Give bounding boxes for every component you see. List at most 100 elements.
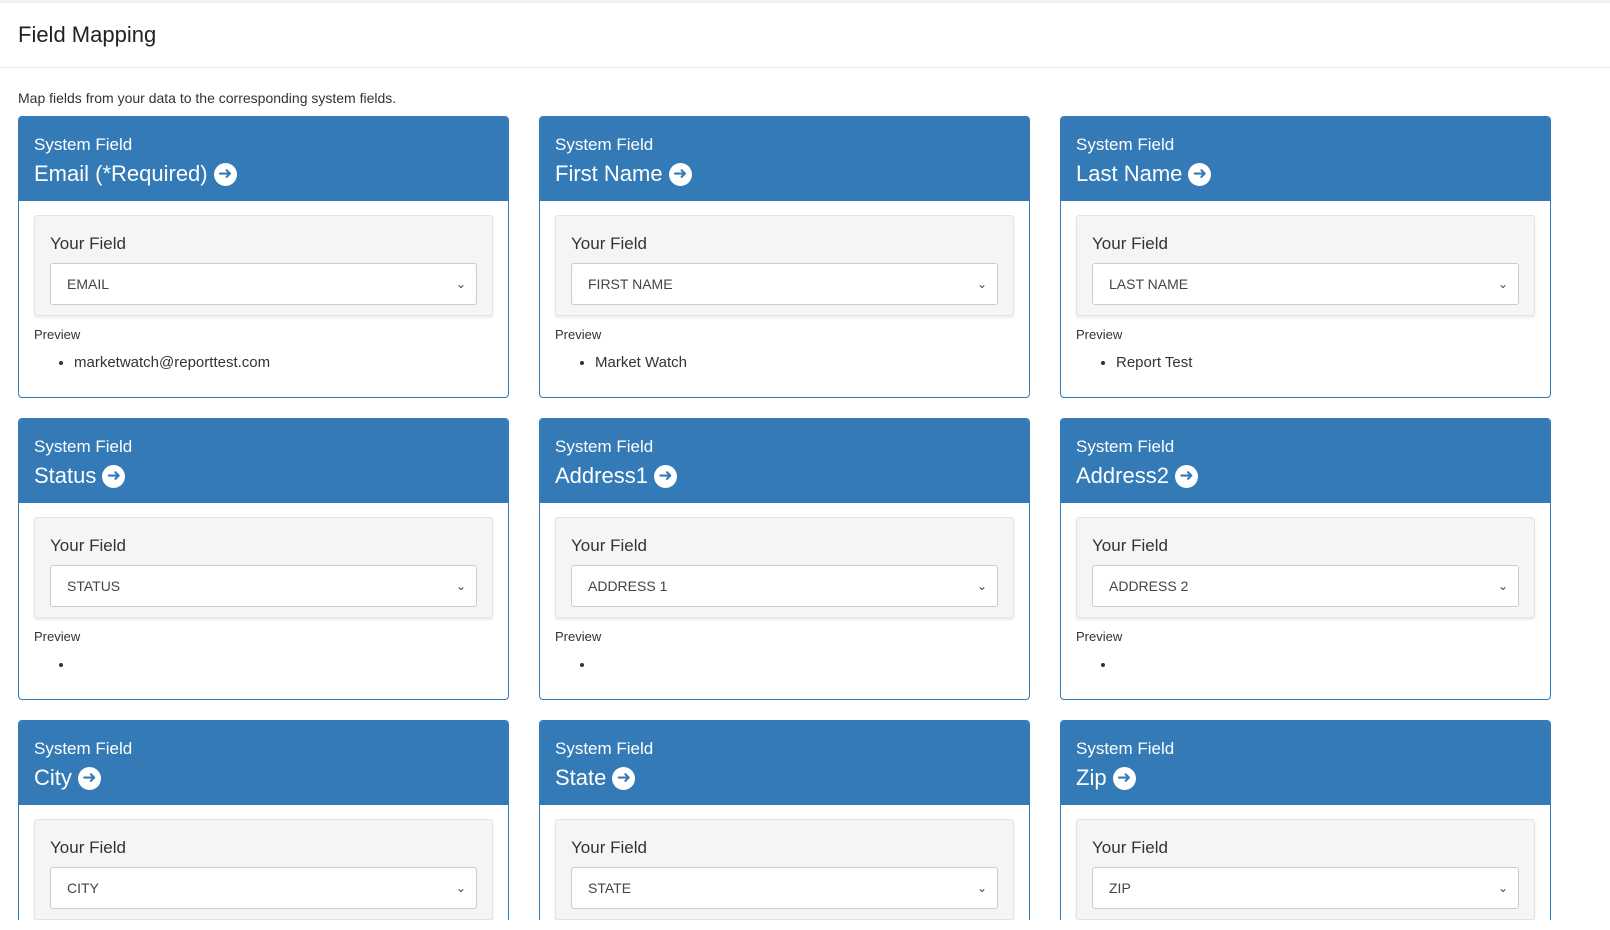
your-field-select[interactable]: CITY ⌄: [50, 867, 477, 909]
system-field-label: System Field: [1076, 739, 1175, 758]
system-field-value: Email (*Required): [34, 161, 208, 186]
top-border: [0, 0, 1610, 3]
mapping-card: System Field Zip ➜ Your Field ZIP ⌄: [1060, 720, 1551, 920]
mapping-card: System Field Last Name ➜ Your Field LAST…: [1060, 116, 1551, 398]
preview-item: ​: [74, 656, 508, 673]
preview-list: ​: [74, 656, 508, 673]
chevron-down-icon: ⌄: [455, 881, 466, 895]
your-field-label: Your Field: [50, 234, 126, 253]
card-header: System Field Zip ➜: [1061, 721, 1550, 805]
circle-arrow-right-icon: ➜: [102, 464, 126, 488]
system-field-label: System Field: [34, 739, 133, 758]
mapping-card: System Field Status ➜ Your Field STATUS …: [18, 418, 509, 700]
your-field-select[interactable]: STATE ⌄: [571, 867, 998, 909]
your-field-label: Your Field: [571, 838, 647, 857]
system-field-label: System Field: [555, 437, 654, 456]
system-field-name: Zip ➜: [1076, 765, 1535, 791]
preview-list: marketwatch@reporttest.com: [74, 354, 508, 371]
chevron-down-icon: ⌄: [455, 579, 466, 593]
circle-arrow-right-icon: ➜: [612, 766, 636, 790]
system-field-label: System Field: [34, 437, 133, 456]
system-field-name: Email (*Required) ➜: [34, 161, 493, 187]
your-field-panel: Your Field STATUS ⌄: [34, 517, 493, 618]
selected-value: ZIP: [1109, 880, 1131, 896]
selected-value: CITY: [67, 880, 99, 896]
card-header: System Field Address1 ➜: [540, 419, 1029, 503]
selected-value: ADDRESS 2: [1109, 578, 1189, 594]
selected-value: LAST NAME: [1109, 276, 1189, 292]
preview-list: Report Test: [1116, 354, 1550, 371]
selected-value: STATE: [588, 880, 632, 896]
mapping-card: System Field Address1 ➜ Your Field ADDRE…: [539, 418, 1030, 700]
system-field-name: Last Name ➜: [1076, 161, 1535, 187]
page-header: Field Mapping: [0, 3, 1610, 68]
preview-list: ​: [1116, 656, 1550, 673]
preview-label: Preview: [555, 327, 602, 342]
system-field-name: Address2 ➜: [1076, 463, 1535, 489]
system-field-value: City: [34, 765, 72, 790]
mapping-card: System Field First Name ➜ Your Field FIR…: [539, 116, 1030, 398]
system-field-name: Address1 ➜: [555, 463, 1014, 489]
your-field-select[interactable]: EMAIL ⌄: [50, 263, 477, 305]
preview-item: marketwatch@reporttest.com: [74, 354, 508, 371]
your-field-select[interactable]: ADDRESS 2 ⌄: [1092, 565, 1519, 607]
your-field-label: Your Field: [1092, 838, 1168, 857]
mapping-card: System Field Address2 ➜ Your Field ADDRE…: [1060, 418, 1551, 700]
mapping-card: System Field Email (*Required) ➜ Your Fi…: [18, 116, 509, 398]
your-field-panel: Your Field LAST NAME ⌄: [1076, 215, 1535, 316]
your-field-select[interactable]: LAST NAME ⌄: [1092, 263, 1519, 305]
field-mapping-grid: System Field Email (*Required) ➜ Your Fi…: [18, 116, 1610, 920]
system-field-label: System Field: [555, 135, 654, 154]
chevron-down-icon: ⌄: [455, 277, 466, 291]
chevron-down-icon: ⌄: [976, 579, 987, 593]
preview-label: Preview: [34, 327, 81, 342]
chevron-down-icon: ⌄: [976, 277, 987, 291]
card-header: System Field State ➜: [540, 721, 1029, 805]
system-field-name: First Name ➜: [555, 161, 1014, 187]
circle-arrow-right-icon: ➜: [77, 766, 101, 790]
preview-list: Market Watch: [595, 354, 1029, 371]
chevron-down-icon: ⌄: [1497, 579, 1508, 593]
system-field-label: System Field: [1076, 437, 1175, 456]
your-field-select[interactable]: ADDRESS 1 ⌄: [571, 565, 998, 607]
preview-label: Preview: [34, 629, 81, 644]
page-title: Field Mapping: [18, 21, 157, 47]
circle-arrow-right-icon: ➜: [1188, 162, 1212, 186]
system-field-label: System Field: [1076, 135, 1175, 154]
card-header: System Field Email (*Required) ➜: [19, 117, 508, 201]
page-description: Map fields from your data to the corresp…: [18, 90, 397, 106]
your-field-label: Your Field: [50, 838, 126, 857]
your-field-panel: Your Field ZIP ⌄: [1076, 819, 1535, 920]
system-field-value: Address2: [1076, 463, 1169, 488]
your-field-panel: Your Field STATE ⌄: [555, 819, 1014, 920]
system-field-value: Last Name: [1076, 161, 1183, 186]
your-field-panel: Your Field EMAIL ⌄: [34, 215, 493, 316]
your-field-select[interactable]: STATUS ⌄: [50, 565, 477, 607]
your-field-label: Your Field: [50, 536, 126, 555]
system-field-name: State ➜: [555, 765, 1014, 791]
circle-arrow-right-icon: ➜: [1112, 766, 1136, 790]
preview-item: ​: [1116, 656, 1550, 673]
card-header: System Field First Name ➜: [540, 117, 1029, 201]
preview-item: Report Test: [1116, 354, 1550, 371]
chevron-down-icon: ⌄: [976, 881, 987, 895]
system-field-name: Status ➜: [34, 463, 493, 489]
card-header: System Field City ➜: [19, 721, 508, 805]
your-field-panel: Your Field ADDRESS 2 ⌄: [1076, 517, 1535, 618]
chevron-down-icon: ⌄: [1497, 881, 1508, 895]
preview-label: Preview: [1076, 327, 1123, 342]
your-field-label: Your Field: [571, 234, 647, 253]
preview-label: Preview: [1076, 629, 1123, 644]
preview-item: Market Watch: [595, 354, 1029, 371]
your-field-panel: Your Field FIRST NAME ⌄: [555, 215, 1014, 316]
your-field-select[interactable]: FIRST NAME ⌄: [571, 263, 998, 305]
your-field-label: Your Field: [1092, 234, 1168, 253]
your-field-select[interactable]: ZIP ⌄: [1092, 867, 1519, 909]
card-header: System Field Address2 ➜: [1061, 419, 1550, 503]
card-header: System Field Last Name ➜: [1061, 117, 1550, 201]
system-field-value: State: [555, 765, 607, 790]
mapping-card: System Field City ➜ Your Field CITY ⌄: [18, 720, 509, 920]
your-field-label: Your Field: [571, 536, 647, 555]
system-field-value: Address1: [555, 463, 648, 488]
selected-value: ADDRESS 1: [588, 578, 668, 594]
